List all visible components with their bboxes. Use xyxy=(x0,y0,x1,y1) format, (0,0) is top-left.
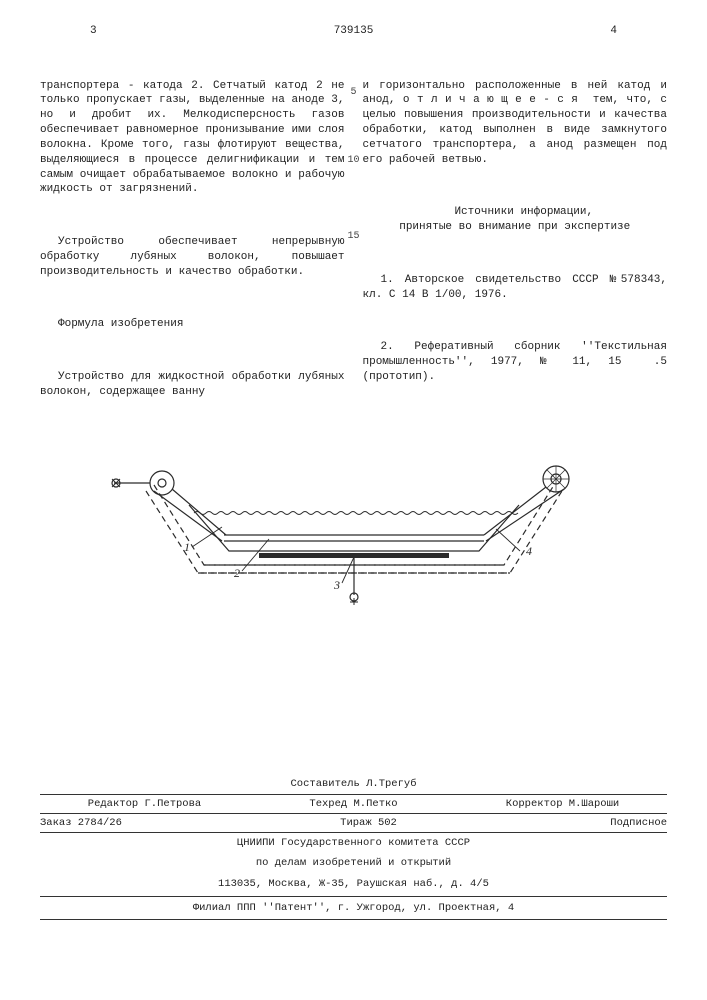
right-column: и горизонтально расположенные в ней като… xyxy=(363,49,668,437)
order-number: Заказ 2784/26 xyxy=(40,816,170,830)
corrector: Корректор М.Шароши xyxy=(458,797,667,811)
print-run: Тираж 502 xyxy=(170,816,567,830)
line-number: 15 xyxy=(347,230,359,244)
address: 113035, Москва, Ж-35, Раушская наб., д. … xyxy=(40,874,667,894)
org-line: ЦНИИПИ Государственного комитета СССР xyxy=(40,833,667,853)
svg-text:4: 4 xyxy=(526,544,532,558)
order-row: Заказ 2784/26 Тираж 502 Подписное xyxy=(40,814,667,833)
paragraph: Устройство для жидкостной обработки лубя… xyxy=(40,370,345,400)
line-number: 5 xyxy=(350,86,356,100)
org-line: по делам изобретений и открытий xyxy=(40,853,667,873)
line-number: 10 xyxy=(347,154,359,168)
credits-row: Редактор Г.Петрова Техред М.Петко Коррек… xyxy=(40,794,667,814)
document-footer: Составитель Л.Трегуб Редактор Г.Петрова … xyxy=(40,774,667,920)
formula-title: Формула изобретения xyxy=(40,317,345,332)
sources-title: Источники информации, принятые во вниман… xyxy=(363,205,668,235)
composer: Составитель Л.Трегуб xyxy=(40,774,667,794)
reference: 2. Реферативный сборник ''Текстильная пр… xyxy=(363,340,668,385)
branch: Филиал ППП ''Патент'', г. Ужгород, ул. П… xyxy=(40,896,667,920)
technical-diagram: 1 2 3 4 xyxy=(94,455,614,605)
paragraph: транспортера - катода 2. Сетчатый катод … xyxy=(40,79,345,198)
signed: Подписное xyxy=(567,816,667,830)
paragraph: и горизонтально расположенные в ней като… xyxy=(363,79,668,168)
reference: 1. Авторское свидетельство СССР №578343,… xyxy=(363,273,668,303)
tech-editor: Техред М.Петко xyxy=(249,797,458,811)
svg-text:2: 2 xyxy=(234,566,240,580)
page-number-right: 4 xyxy=(610,24,617,39)
page-number-left: 3 xyxy=(90,24,97,39)
svg-text:3: 3 xyxy=(333,578,340,592)
paragraph: Устройство обеспечивает непрерывную обра… xyxy=(40,235,345,280)
editor: Редактор Г.Петрова xyxy=(40,797,249,811)
page-header: 3 739135 4 xyxy=(40,24,667,43)
left-column: транспортера - катода 2. Сетчатый катод … xyxy=(40,49,345,437)
svg-text:1: 1 xyxy=(184,540,190,554)
document-number: 739135 xyxy=(334,24,374,39)
